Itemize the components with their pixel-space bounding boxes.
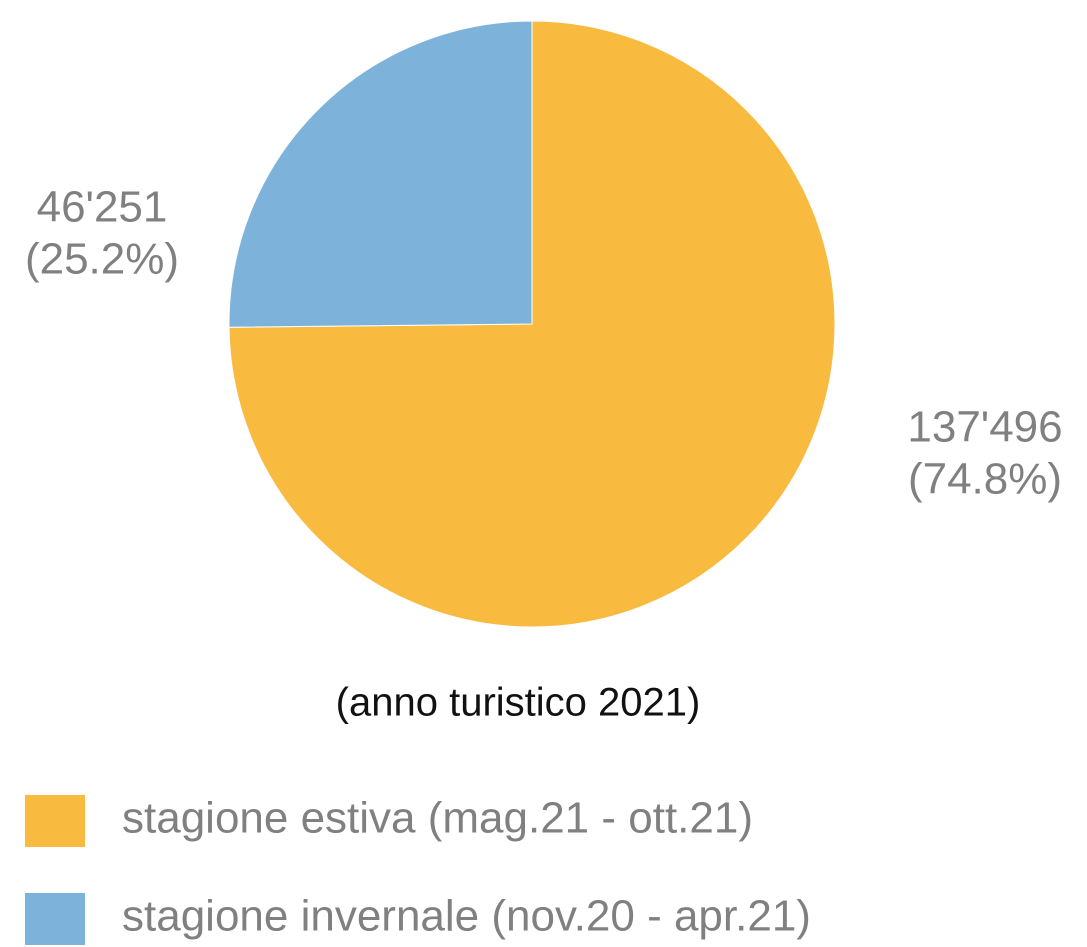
chart-subtitle: (anno turistico 2021) [336, 681, 701, 725]
legend-label: stagione estiva (mag.21 - ott.21) [122, 794, 753, 843]
percentage-label: (25.2%) [25, 235, 179, 284]
legend-label: stagione invernale (nov.20 - apr.21) [122, 892, 811, 941]
value-label: 137'496 [907, 403, 1062, 452]
pie-slice [228, 20, 533, 328]
legend-swatch [25, 795, 85, 847]
percentage-label: (74.8%) [908, 455, 1062, 504]
legend-swatch [25, 893, 85, 945]
value-label: 46'251 [37, 183, 168, 232]
